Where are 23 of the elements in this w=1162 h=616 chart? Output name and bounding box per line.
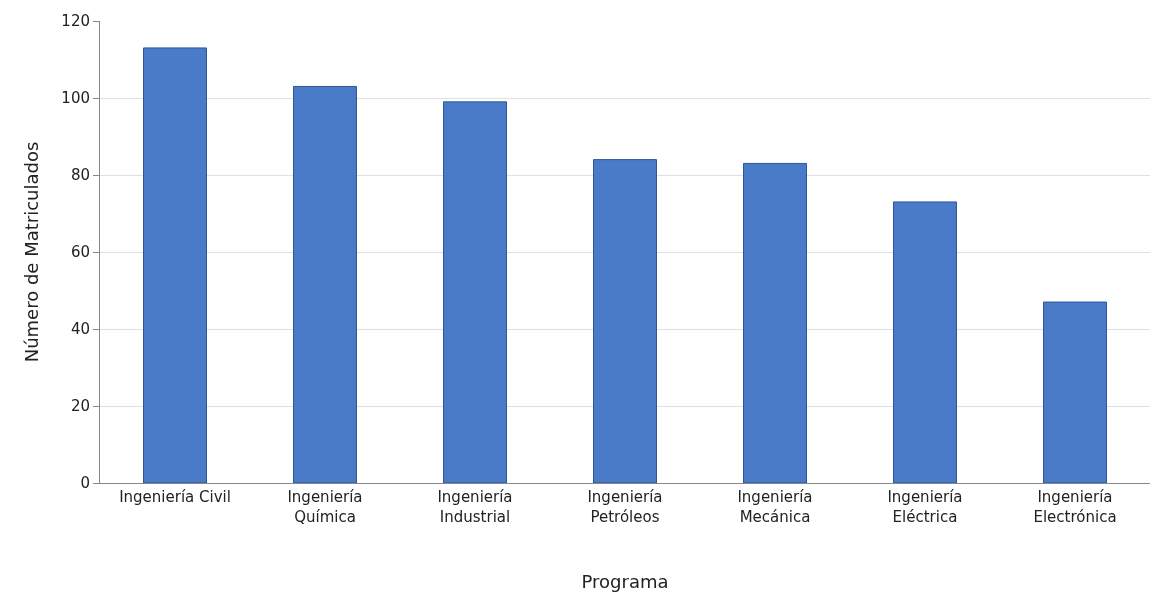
x-tick-label: Ingeniería Civil	[119, 488, 231, 506]
x-axis-title: Programa	[581, 570, 669, 592]
x-tick-label: Ingeniería Petróleos	[587, 488, 663, 526]
bar	[593, 159, 657, 483]
x-tick-label: Ingeniería Eléctrica	[887, 488, 963, 526]
x-tick-label: Ingeniería Mecánica	[737, 488, 813, 526]
y-tick-label: 40	[70, 320, 90, 339]
y-tick-label: 120	[61, 12, 90, 31]
y-tick-label: 100	[61, 89, 90, 108]
x-tick-label: Ingeniería Química	[287, 488, 363, 526]
bar	[743, 162, 807, 483]
x-tick-label: Ingeniería Electrónica	[1033, 488, 1117, 526]
bar	[1043, 301, 1107, 483]
y-tick-label: 60	[70, 243, 90, 262]
y-tick-label: 0	[80, 474, 90, 493]
x-tick-label: Ingeniería Industrial	[437, 488, 513, 526]
y-axis-title: Número de Matriculados	[20, 141, 42, 363]
y-tick-label: 20	[70, 397, 90, 416]
y-tick-label: 80	[70, 166, 90, 185]
bar	[293, 85, 357, 483]
bar	[143, 47, 207, 483]
bar	[893, 201, 957, 483]
bar	[443, 101, 507, 483]
